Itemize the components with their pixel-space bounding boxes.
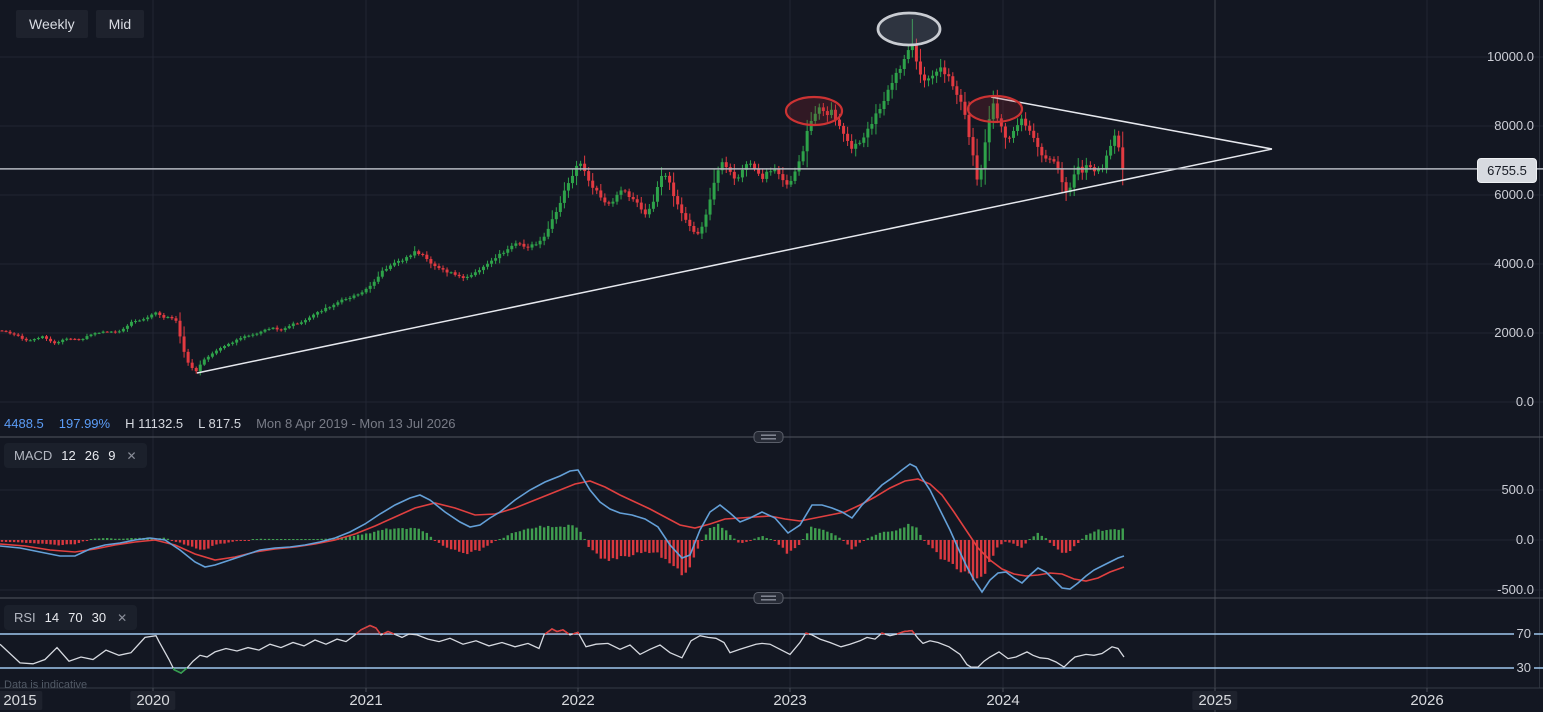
price-axis[interactable]: 10000.0 8000.0 6000.0 4000.0 2000.0 0.0 500.0 0… [1440, 0, 1543, 688]
macd-param-fast: 12 [61, 448, 76, 463]
annotations[interactable] [196, 11, 1273, 374]
time-tick-label: 2024 [986, 692, 1020, 709]
price-source-button[interactable]: Mid [95, 10, 145, 38]
time-tick-label: 2020 [130, 691, 176, 710]
rsi-tick-label: 30 [1513, 660, 1534, 675]
rsi-tick-label: 70 [1513, 626, 1534, 641]
macd-indicator-legend[interactable]: MACD 12 26 9 ✕ [4, 443, 147, 468]
price-tick-label: 0.0 [1515, 394, 1534, 409]
toolbar: Weekly Mid [16, 10, 145, 38]
rsi-legend-params: 14 70 30 [45, 610, 106, 625]
macd-line [0, 463, 1125, 594]
rsi-panel [0, 624, 1125, 674]
rsi-line [0, 624, 1125, 674]
rsi-param-lower: 30 [91, 610, 107, 625]
macd-tick-label: 0.0 [1515, 532, 1534, 547]
price-tick-label: 2000.0 [1494, 325, 1534, 340]
rsi-indicator-legend[interactable]: RSI 14 70 30 ✕ [4, 605, 138, 630]
rsi-close-icon[interactable]: ✕ [117, 610, 128, 625]
macd-close-icon[interactable]: ✕ [126, 448, 137, 463]
rsi-param-length: 14 [44, 610, 60, 625]
macd-tick-label: 500.0 [1501, 482, 1534, 497]
price-tick-label: 8000.0 [1494, 118, 1534, 133]
macd-legend-params: 12 26 9 [61, 448, 115, 463]
candlestick-series [0, 19, 1125, 376]
ellipse-annotation[interactable] [966, 94, 1024, 124]
macd-tick-label: -500.0 [1497, 582, 1534, 597]
time-tick-label: 2025 [1192, 691, 1238, 710]
time-tick-label: 2015 [0, 691, 43, 710]
macd-param-signal: 9 [108, 448, 116, 463]
time-axis[interactable]: 2015 2020 2021 2022 2023 2024 2025 2026 [0, 688, 1543, 712]
timeframe-button[interactable]: Weekly [16, 10, 88, 38]
macd-param-slow: 26 [84, 448, 100, 463]
macd-legend-title: MACD [14, 448, 53, 463]
ellipse-annotation[interactable] [876, 11, 942, 47]
time-tick-label: 2022 [561, 692, 595, 709]
rsi-param-upper: 70 [68, 610, 83, 625]
macd-panel [0, 463, 1125, 594]
time-tick-label: 2026 [1410, 692, 1444, 709]
time-tick-label: 2023 [773, 692, 807, 709]
panel-resize-handle[interactable] [753, 431, 784, 443]
price-tick-label: 10000.0 [1487, 49, 1534, 64]
panel-resize-handle[interactable] [753, 592, 784, 604]
rsi-legend-title: RSI [14, 610, 36, 625]
price-tick-label: 6000.0 [1494, 187, 1534, 202]
price-tick-label: 4000.0 [1494, 256, 1534, 271]
trendline[interactable] [990, 96, 1273, 150]
time-tick-label: 2021 [349, 692, 383, 709]
trendline[interactable] [196, 148, 1273, 374]
ellipse-annotation[interactable] [784, 95, 844, 127]
